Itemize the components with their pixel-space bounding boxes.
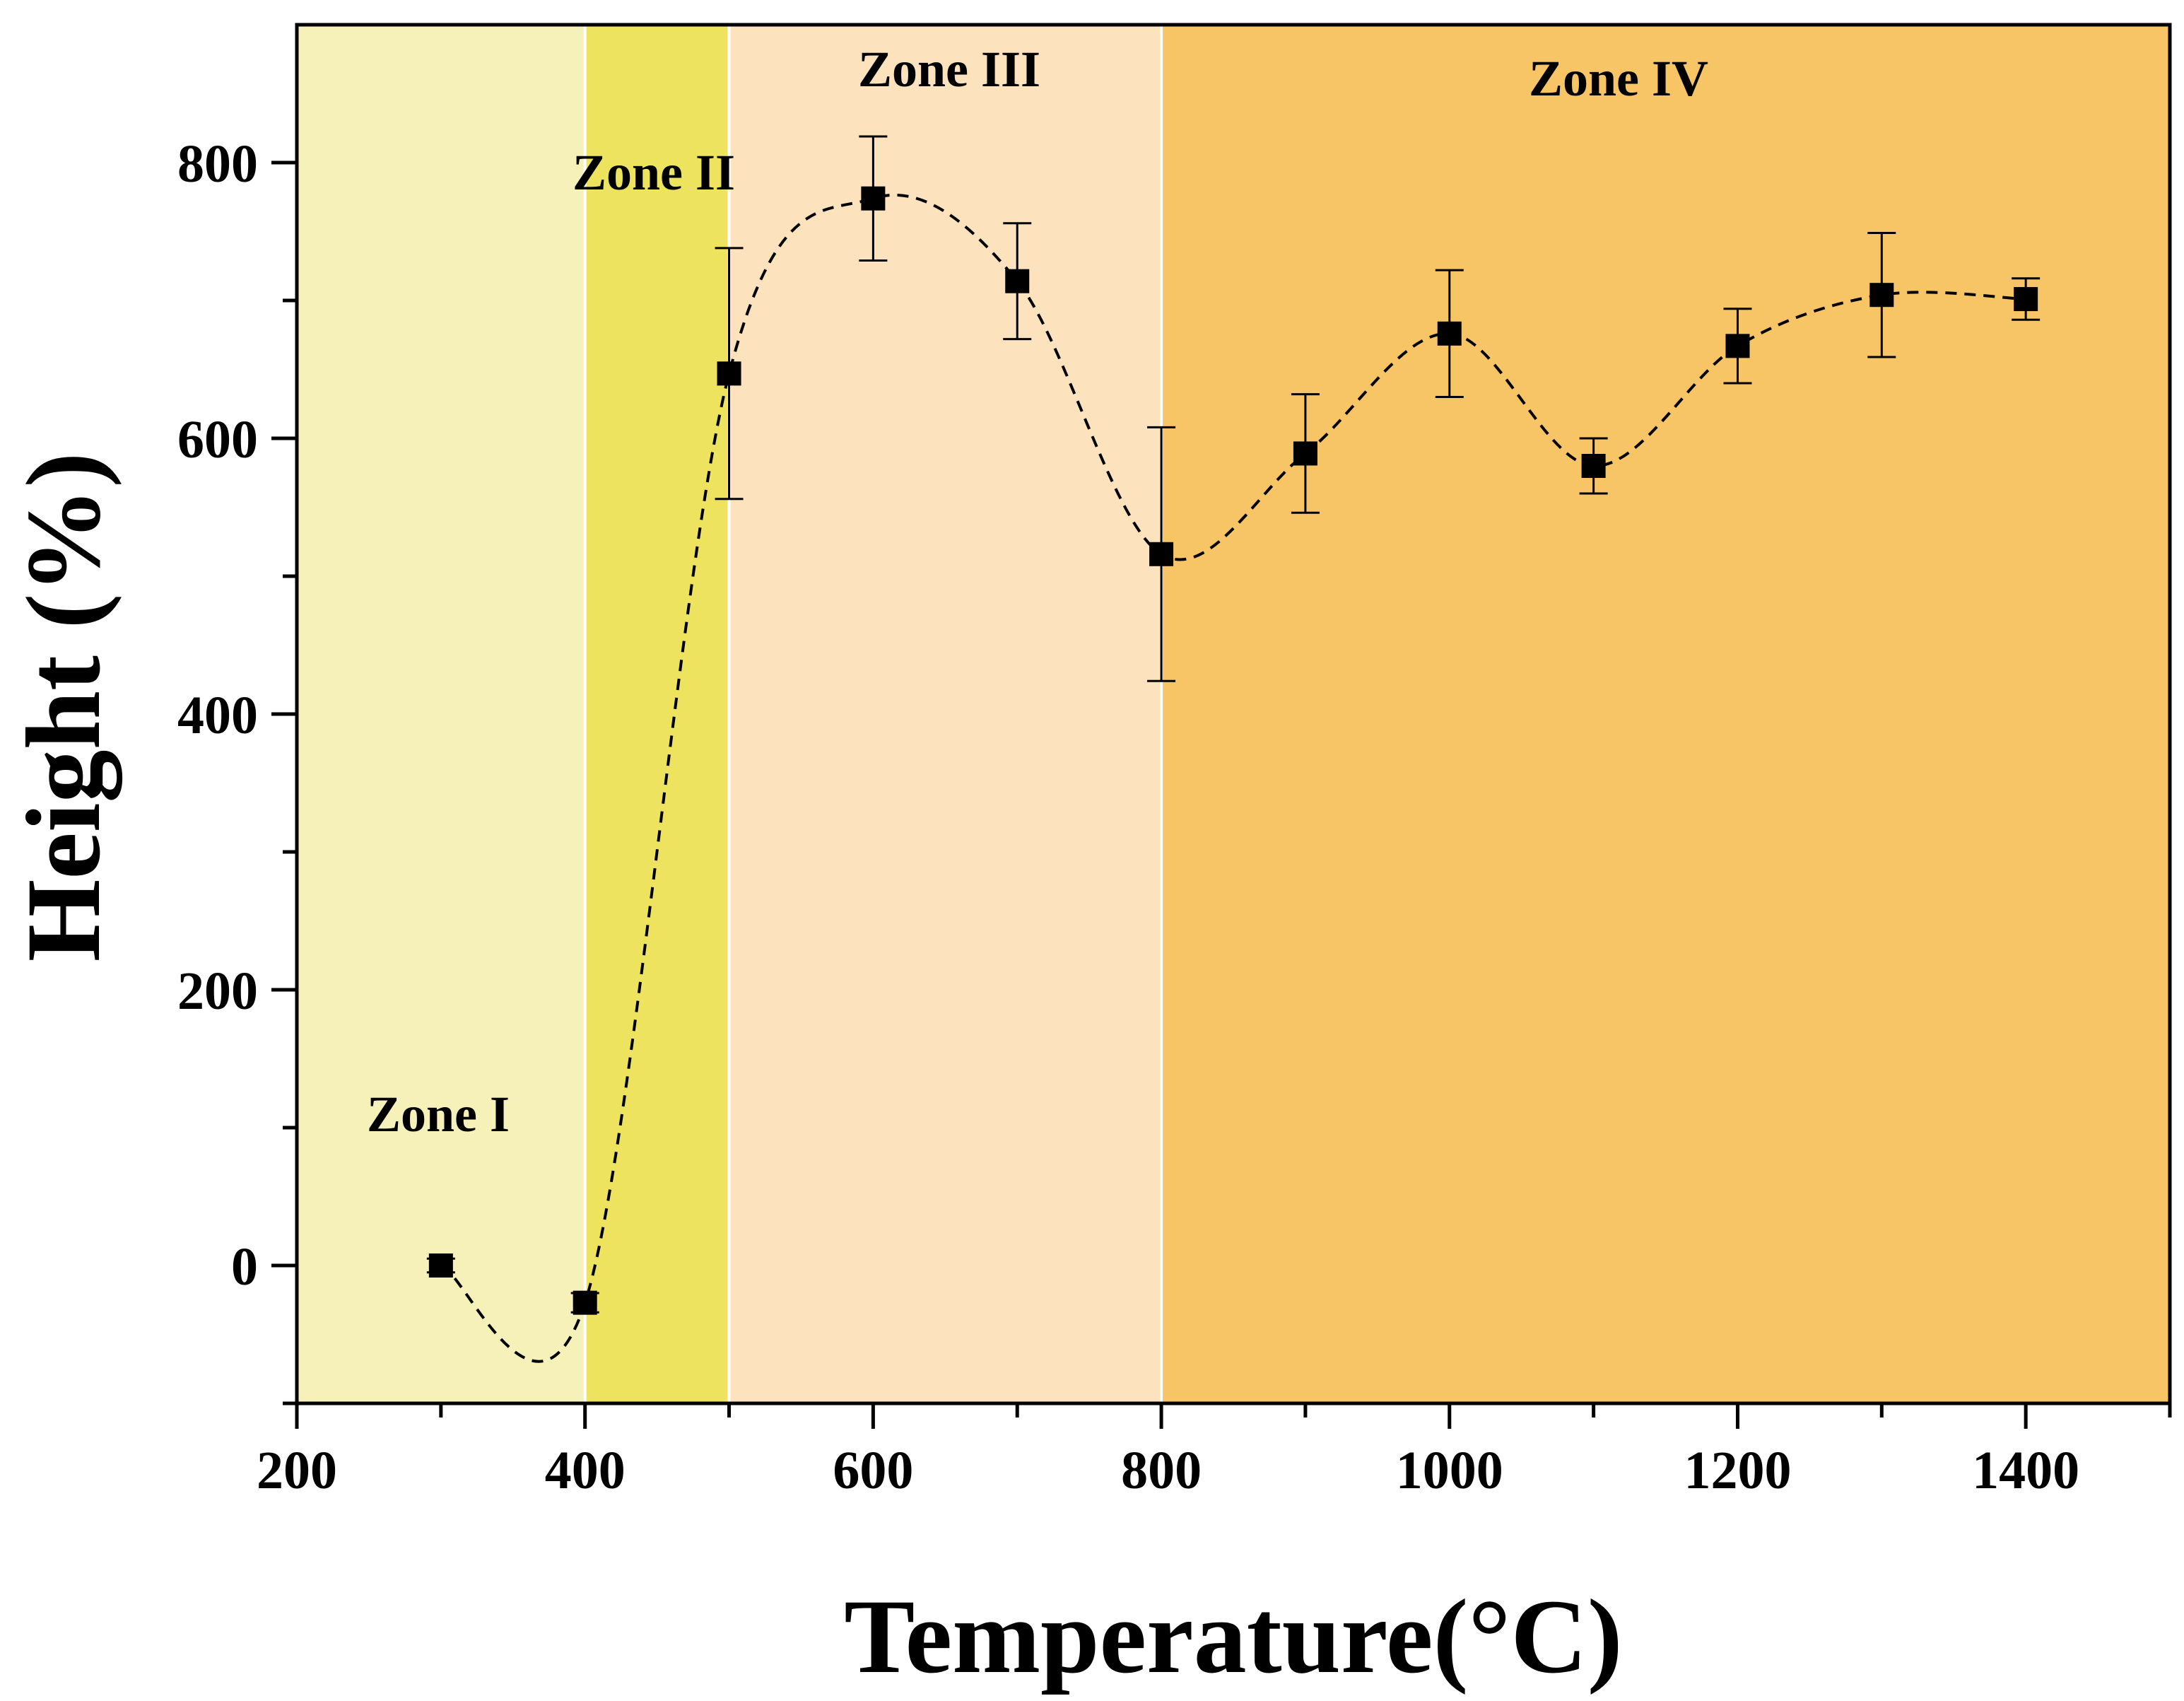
data-points [428,186,2038,1315]
x-tick-label: 1000 [1396,1441,1503,1500]
data-point [861,186,886,211]
x-tick-label: 600 [833,1441,913,1500]
data-point [2014,287,2038,312]
data-point [573,1290,597,1315]
zone-labels: Zone I Zone II Zone III Zone IV [367,41,1708,1142]
data-point [1725,334,1750,358]
zone-backgrounds [297,25,2170,1403]
data-point [1581,454,1606,478]
data-point [1437,321,1462,346]
zone-label-2: Zone II [573,144,735,201]
data-point [1869,283,1894,308]
x-tick-label: 400 [545,1441,626,1500]
y-tick-label: 0 [231,1237,258,1297]
fit-curve-group [440,194,2026,1363]
data-point [1149,542,1174,566]
x-axis-title: Temperature(°C) [844,1578,1622,1695]
data-point [428,1253,453,1278]
y-tick-label: 200 [177,961,258,1021]
y-axis-title: Height (%) [5,452,122,962]
y-tick-label: 600 [177,410,258,469]
zone-label-1: Zone I [367,1086,510,1142]
data-point [717,361,741,386]
x-axis-ticks: 200 400 600 800 1000 1200 1400 [257,1403,2172,1500]
zone-label-4: Zone IV [1529,50,1708,107]
data-point [1005,269,1030,293]
zone-label-3: Zone III [858,41,1040,98]
zone-band-3 [729,25,1162,1403]
zone-band-1 [297,25,585,1403]
y-tick-label: 800 [177,134,258,194]
y-axis-ticks: 0 200 400 600 800 [177,134,297,1405]
zone-band-2 [585,25,729,1403]
zone-band-4 [1161,25,2170,1403]
x-tick-label: 1200 [1684,1441,1791,1500]
data-point [1293,441,1317,466]
x-tick-label: 1400 [1972,1441,2079,1500]
fit-curve [440,194,2026,1363]
x-tick-label: 200 [257,1441,337,1500]
y-tick-label: 400 [177,686,258,745]
x-tick-label: 800 [1121,1441,1202,1500]
